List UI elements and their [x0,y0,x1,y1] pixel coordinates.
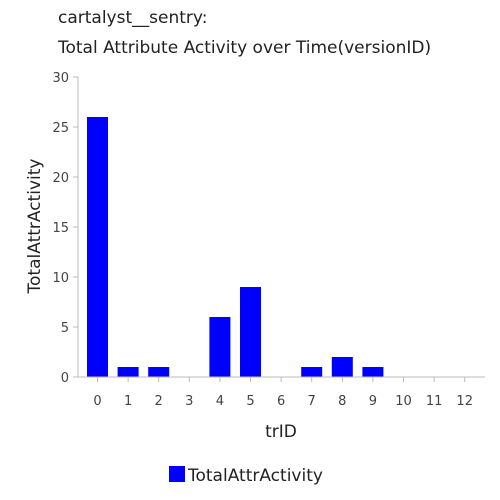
x-tick-label: 6 [277,394,285,409]
bar-0[interactable] [87,117,108,377]
x-tick-label: 7 [308,394,316,409]
bar-9[interactable] [362,367,384,377]
x-tick-label: 9 [369,394,377,409]
bar-2[interactable] [148,367,170,377]
x-tick-label: 8 [338,394,346,409]
y-tick-label: 15 [52,221,69,236]
chart-title-line-2: Total Attribute Activity over Time(versi… [58,38,432,58]
x-tick-label: 1 [124,394,132,409]
x-tick-label: 3 [185,394,193,409]
legend-label: TotalAttrActivity [187,466,323,486]
legend-swatch [169,466,185,482]
bars-group [87,117,384,377]
x-tick-label: 5 [246,394,254,409]
bar-5[interactable] [240,287,261,377]
x-tick-label: 0 [93,394,101,409]
y-tick-label: 20 [52,171,69,186]
x-tick-label: 12 [456,394,473,409]
y-axis-ticks: 0 5 10 15 20 25 30 [52,71,78,386]
x-tick-label: 10 [395,394,412,409]
bar-4[interactable] [209,317,231,377]
y-tick-label: 5 [61,321,69,336]
bar-1[interactable] [117,367,139,377]
y-tick-label: 30 [52,71,69,86]
x-tick-label: 2 [155,394,163,409]
bar-7[interactable] [301,367,323,377]
x-tick-label: 11 [426,394,443,409]
x-axis-ticks: 0 1 2 3 4 5 6 7 8 9 10 11 12 [93,377,473,409]
y-axis-title: TotalAttrActivity [25,159,45,295]
x-tick-label: 4 [216,394,224,409]
y-tick-label: 10 [52,271,69,286]
x-axis-title: trID [265,422,297,442]
chart-title-line-1: cartalyst__sentry: [58,8,208,28]
bar-8[interactable] [331,357,353,377]
y-tick-label: 25 [52,121,69,136]
legend[interactable]: TotalAttrActivity [169,466,323,486]
y-tick-label: 0 [61,371,69,386]
